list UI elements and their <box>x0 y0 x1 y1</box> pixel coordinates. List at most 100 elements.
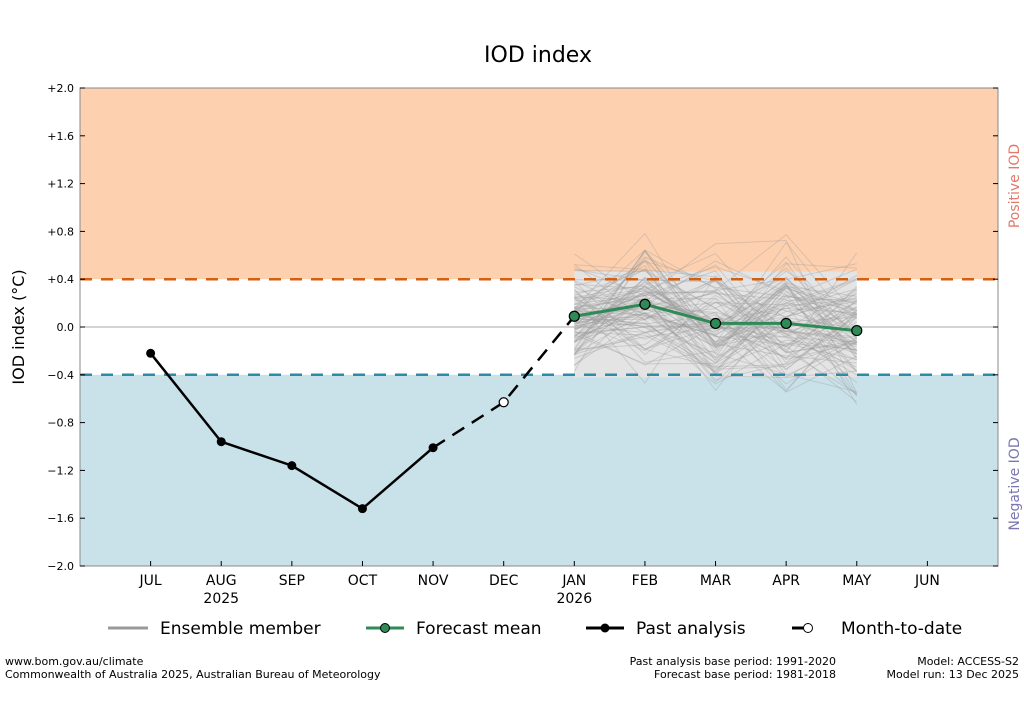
y-tick-label: 0.0 <box>57 321 75 334</box>
legend-mtd-marker <box>803 623 813 633</box>
ensemble-member-line <box>573 250 858 395</box>
y-tick-label: +1.6 <box>47 130 74 143</box>
ensemble-member-line <box>574 297 858 381</box>
ensemble-member-line <box>573 241 858 372</box>
ensemble-member-line <box>574 315 858 370</box>
footer-model: Model: ACCESS-S2 <box>917 655 1019 668</box>
x-tick-label: OCT <box>348 573 378 589</box>
footer: www.bom.gov.au/climate Commonwealth of A… <box>5 655 1019 681</box>
ensemble-member-line <box>574 233 858 315</box>
ensemble-member-line <box>574 298 858 391</box>
legend-past-label: Past analysis <box>636 619 746 639</box>
ensemble-member-line <box>574 264 857 346</box>
ensemble-member-line <box>574 302 857 339</box>
ensemble-member-line <box>574 295 857 372</box>
ensemble-member-line <box>574 276 858 366</box>
footer-forecast-base: Forecast base period: 1981-2018 <box>654 668 836 681</box>
ensemble-member-line <box>573 277 857 348</box>
ensemble-member-line <box>574 291 858 403</box>
footer-copyright: Commonwealth of Australia 2025, Australi… <box>5 668 381 681</box>
ensemble-member-line <box>574 306 857 369</box>
ensemble-member-line <box>573 282 858 406</box>
ensemble-member-line <box>574 280 858 354</box>
ensemble-member-line <box>574 287 857 365</box>
legend: Ensemble member Forecast mean Past analy… <box>108 619 962 639</box>
past-analysis-point <box>428 443 438 453</box>
ensemble-member-line <box>574 281 857 337</box>
ensemble-member-line <box>574 307 858 355</box>
ensemble-member-line <box>574 266 858 336</box>
y-tick-label: +0.4 <box>47 273 74 286</box>
month-to-date-point <box>498 397 509 408</box>
y-tick-label: +2.0 <box>47 82 74 95</box>
positive-region <box>80 88 998 280</box>
x-tick-label: APR <box>772 573 800 589</box>
ensemble-member-line <box>574 264 858 351</box>
ensemble-member-line <box>574 320 857 365</box>
legend-forecast-label: Forecast mean <box>416 619 542 639</box>
ensemble-member-line <box>574 278 858 335</box>
forecast-mean-point <box>568 310 580 322</box>
legend-past-marker <box>600 623 610 633</box>
ensemble-member-line <box>574 303 857 359</box>
x-tick-label: FEB <box>632 573 659 589</box>
x-tick-label: DEC <box>489 573 519 589</box>
y-tick-label: +0.8 <box>47 225 74 238</box>
ensemble-member-line <box>574 298 858 397</box>
x-tick-label: NOV <box>418 573 449 589</box>
negative-iod-label: Negative IOD <box>1007 437 1023 530</box>
y-tick-label: −0.4 <box>47 369 74 382</box>
ensemble-member-line <box>574 291 857 336</box>
ensemble-member-line <box>574 307 857 360</box>
negative-region <box>80 374 998 566</box>
footer-url: www.bom.gov.au/climate <box>5 655 144 668</box>
x-tick-label: JAN <box>561 573 586 589</box>
ensemble-member-line <box>574 278 857 347</box>
ensemble-member-line <box>573 249 857 368</box>
ensemble-member-line <box>573 249 857 393</box>
past-analysis-point <box>216 437 226 447</box>
ensemble-member-line <box>573 280 857 344</box>
x-year-label: 2025 <box>203 591 239 607</box>
ensemble-member-line <box>574 313 858 371</box>
past-analysis-point <box>146 348 156 358</box>
ensemble-member-line <box>574 263 857 358</box>
y-tick-label: −0.8 <box>47 417 74 430</box>
ensemble-member-line <box>574 294 858 396</box>
x-tick-label: SEP <box>279 573 305 589</box>
y-tick-label: −1.6 <box>47 512 74 525</box>
x-tick-label: JUL <box>139 573 162 589</box>
month-to-date-line <box>432 315 576 449</box>
ensemble-member-line <box>574 279 857 338</box>
ensemble-member-line <box>574 298 857 349</box>
ensemble-member-line <box>573 257 857 364</box>
ensemble-member-line <box>574 316 857 367</box>
ensemble-member-line <box>574 280 857 347</box>
ensemble-member-line <box>574 309 858 393</box>
ensemble-member-line <box>573 270 858 371</box>
ensemble-member-line <box>574 269 857 354</box>
y-tick-label: −2.0 <box>47 560 74 573</box>
ensemble-member-line <box>574 279 857 364</box>
ensemble-member-line <box>574 294 858 392</box>
footer-model-run: Model run: 13 Dec 2025 <box>887 668 1019 681</box>
ensemble-member-line <box>574 268 857 362</box>
ensemble-member-line <box>574 253 858 372</box>
ensemble-member-line <box>573 277 857 343</box>
forecast-mean-point <box>709 317 722 330</box>
ensemble-member-line <box>574 260 858 373</box>
forecast-mean-point <box>639 298 651 310</box>
y-tick-label: −1.2 <box>47 464 74 477</box>
x-year-label: 2026 <box>556 591 592 607</box>
ensemble-member-line <box>574 269 858 358</box>
past-analysis-point <box>357 504 367 514</box>
forecast-mean-point <box>780 317 792 330</box>
positive-iod-label: Positive IOD <box>1007 144 1023 228</box>
ensemble-member-line <box>573 275 858 384</box>
ensemble-member-line <box>574 252 857 336</box>
x-tick-label: MAY <box>842 573 872 589</box>
ensemble-member-line <box>574 295 857 368</box>
ensemble-member-line <box>574 282 857 330</box>
ensemble-member-line <box>573 232 857 348</box>
chart-title: IOD index <box>484 43 592 68</box>
